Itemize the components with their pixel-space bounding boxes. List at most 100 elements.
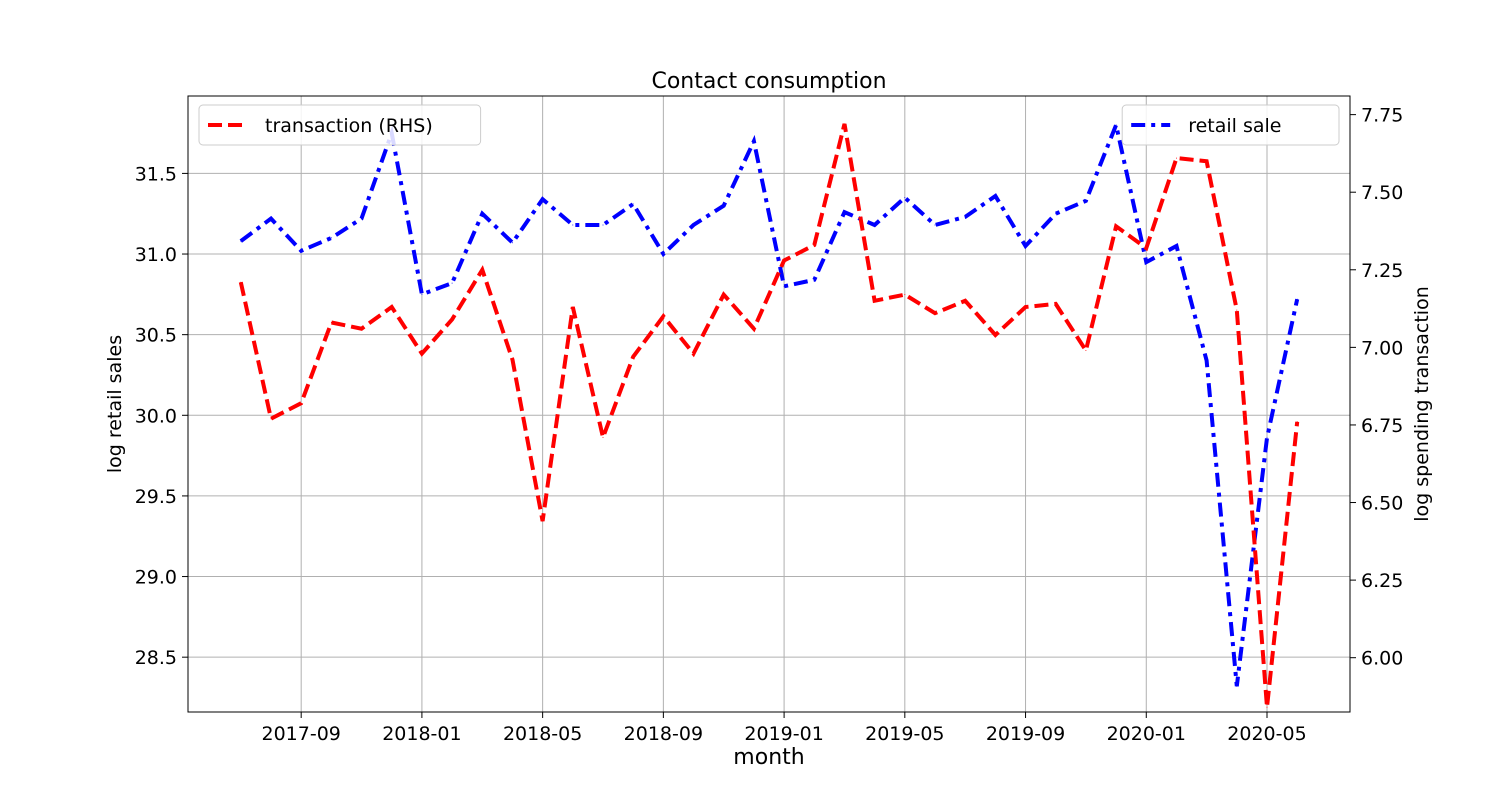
data-point	[1115, 225, 1117, 227]
left-tick-label: 29.0	[135, 567, 177, 589]
data-point	[451, 282, 453, 284]
data-point	[300, 250, 302, 252]
data-point	[1025, 306, 1026, 308]
data-point	[391, 306, 393, 308]
x-tick-label: 2020-01	[1107, 723, 1186, 745]
left-tick-label: 31.5	[135, 163, 177, 185]
x-tick-label: 2018-01	[382, 723, 461, 745]
legend-label: retail sale	[1188, 115, 1281, 137]
data-point	[421, 353, 423, 355]
data-point	[1176, 157, 1177, 159]
data-point	[632, 356, 634, 358]
data-point	[1236, 685, 1238, 687]
x-axis: 2017-09 2018-01 2018-05 2018-09 2019-01 2019-…	[261, 712, 1307, 745]
data-point	[240, 281, 242, 283]
data-point	[1145, 261, 1147, 263]
data-point	[572, 306, 574, 308]
data-point	[844, 211, 845, 213]
data-point	[1145, 247, 1147, 249]
data-point	[240, 240, 242, 242]
data-point	[723, 294, 725, 296]
data-point	[693, 224, 694, 226]
data-point	[1025, 245, 1026, 247]
x-tick-label: 2019-01	[744, 723, 823, 745]
x-tick-label: 2020-05	[1227, 723, 1306, 745]
left-tick-label: 28.5	[135, 647, 177, 669]
data-point	[1115, 124, 1117, 126]
data-point	[783, 260, 785, 261]
data-point	[361, 328, 362, 330]
chart-title: Contact consumption	[651, 69, 886, 94]
x-tick-label: 2018-09	[624, 723, 703, 745]
data-point	[1266, 706, 1268, 708]
data-point	[1206, 160, 1208, 162]
legend-label: transaction (RHS)	[265, 115, 433, 137]
data-point	[753, 140, 755, 142]
data-point	[361, 218, 362, 220]
data-point	[662, 315, 664, 317]
data-point	[451, 318, 453, 320]
x-axis-label: month	[733, 745, 804, 770]
data-point	[783, 285, 785, 287]
data-point	[964, 300, 966, 302]
data-point	[904, 197, 906, 199]
legend-transaction: transaction (RHS)	[198, 104, 482, 146]
plot-frame	[187, 95, 1351, 713]
data-point	[1055, 213, 1057, 215]
right-tick-label: 7.75	[1361, 105, 1403, 127]
data-point	[662, 253, 664, 255]
data-point	[1085, 350, 1087, 351]
legend-box	[1121, 104, 1340, 146]
left-tick-label: 31.0	[135, 244, 177, 266]
data-point	[512, 242, 513, 244]
data-point	[693, 353, 694, 355]
data-point	[542, 520, 544, 522]
data-point	[481, 269, 483, 271]
data-point	[994, 195, 996, 197]
legend-box	[198, 104, 482, 146]
data-point	[1296, 298, 1298, 300]
data-point	[1236, 309, 1238, 311]
series-layer	[238, 118, 1300, 708]
data-point	[572, 224, 574, 226]
data-point	[481, 213, 483, 215]
data-point	[421, 293, 423, 295]
x-tick-label: 2018-05	[503, 723, 582, 745]
right-tick-label: 6.50	[1361, 493, 1403, 515]
data-point	[632, 203, 634, 205]
data-point	[1206, 360, 1208, 361]
data-point	[1296, 421, 1298, 423]
data-point	[753, 328, 755, 330]
data-point	[813, 279, 815, 281]
data-point	[874, 300, 876, 302]
data-point	[844, 123, 845, 125]
data-point	[542, 198, 544, 200]
right-tick-label: 7.50	[1361, 182, 1403, 204]
right-tick-label: 6.75	[1361, 415, 1403, 437]
right-tick-label: 6.25	[1361, 570, 1403, 592]
left-tick-label: 30.5	[135, 325, 177, 347]
legend-retail-sale: retail sale	[1121, 104, 1340, 146]
data-point	[1055, 303, 1057, 305]
grid-layer	[188, 96, 1350, 712]
data-point	[300, 402, 302, 404]
data-point	[904, 294, 906, 296]
left-axis-label: log retail sales	[104, 335, 126, 473]
x-tick-label: 2019-05	[865, 723, 944, 745]
data-point	[964, 216, 966, 218]
data-point	[602, 224, 604, 226]
series-line-1	[238, 123, 1300, 708]
data-point	[1176, 245, 1177, 247]
series-line-0	[239, 118, 1300, 687]
x-tick-label: 2017-09	[261, 723, 340, 745]
data-point	[723, 205, 725, 207]
data-point	[512, 359, 513, 361]
left-axis: 28.5 29.0 29.5 30.0 30.5 31.0 31.5	[135, 163, 188, 669]
data-point	[602, 436, 604, 438]
right-axis-label: log spending transaction	[1411, 286, 1433, 522]
right-tick-label: 7.25	[1361, 260, 1403, 282]
data-point	[270, 218, 272, 220]
data-point	[874, 224, 876, 226]
